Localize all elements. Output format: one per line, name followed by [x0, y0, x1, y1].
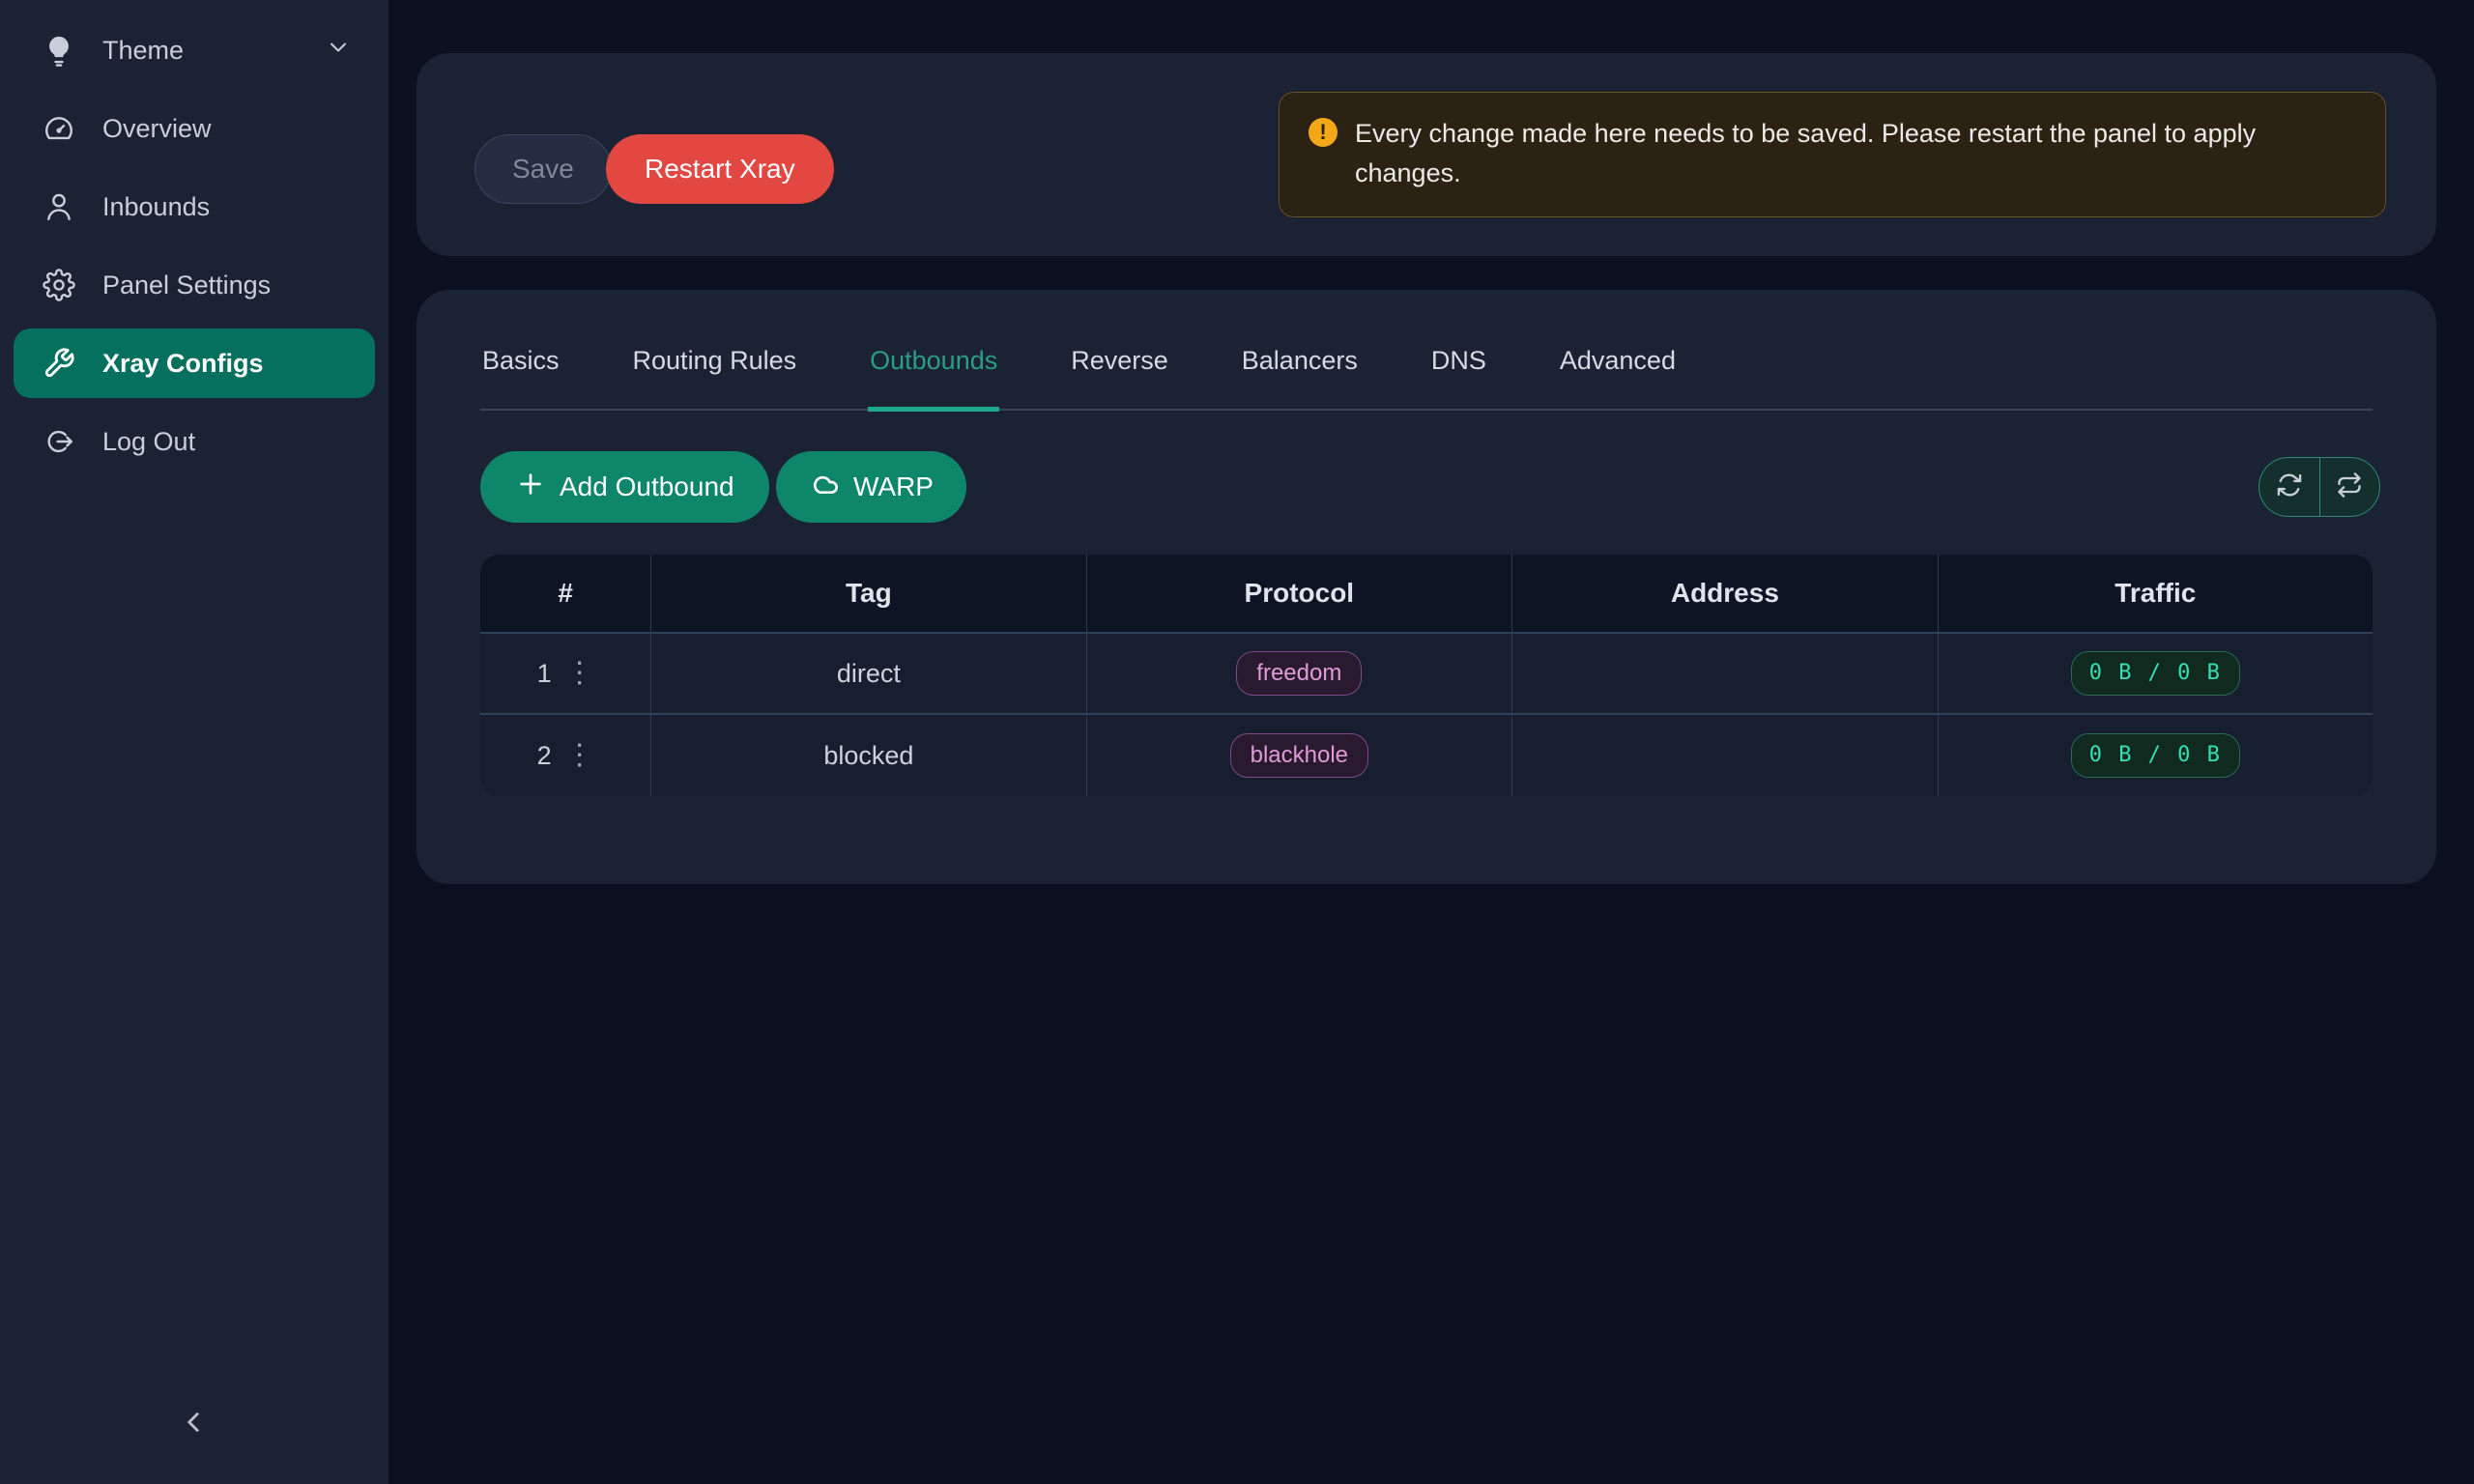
theme-selector[interactable]: Theme: [14, 15, 375, 85]
outbounds-table: # Tag Protocol Address Traffic 1 ⋮: [480, 555, 2373, 796]
row-tag: direct: [650, 634, 1086, 715]
config-tabs: Basics Routing Rules Outbounds Reverse B…: [480, 290, 2373, 412]
save-button[interactable]: Save: [475, 134, 612, 204]
logout-icon: [43, 425, 75, 458]
col-tag: Tag: [650, 555, 1086, 634]
theme-label: Theme: [102, 35, 185, 65]
row-menu-icon[interactable]: ⋮: [564, 657, 594, 689]
tab-advanced[interactable]: Advanced: [1559, 346, 1676, 375]
restart-xray-button[interactable]: Restart Xray: [606, 134, 834, 204]
tab-routing-rules[interactable]: Routing Rules: [632, 346, 797, 375]
sidebar: Theme Overview Inbounds Panel Settings: [0, 0, 388, 1484]
gear-icon: [43, 269, 75, 301]
cloud-icon: [809, 469, 840, 506]
add-outbound-label: Add Outbound: [560, 471, 734, 501]
row-index: 1: [536, 658, 552, 688]
wrench-icon: [43, 347, 75, 380]
table-header: # Tag Protocol Address Traffic: [480, 555, 2373, 634]
col-address: Address: [1511, 555, 1938, 634]
sidebar-item-panel-settings[interactable]: Panel Settings: [14, 250, 375, 320]
warp-label: WARP: [853, 471, 934, 501]
main-content: Save Restart Xray ! Every change made he…: [388, 0, 2474, 1484]
lightbulb-icon: [43, 34, 75, 67]
repeat-icon: [2336, 471, 2363, 503]
table-row: 1 ⋮ direct freedom 0 B / 0 B: [480, 634, 2373, 715]
sidebar-item-log-out[interactable]: Log Out: [14, 407, 375, 476]
traffic-badge: 0 B / 0 B: [2070, 650, 2240, 697]
row-address: [1511, 715, 1938, 796]
sidebar-nav: Theme Overview Inbounds Panel Settings: [0, 0, 388, 476]
outbounds-action-row: Add Outbound WARP: [480, 451, 2380, 523]
tab-reverse[interactable]: Reverse: [1071, 346, 1168, 375]
repeat-button[interactable]: [2318, 458, 2380, 516]
sidebar-item-label: Overview: [102, 113, 212, 143]
warp-button[interactable]: WARP: [776, 451, 966, 523]
sidebar-item-label: Xray Configs: [102, 348, 264, 378]
sidebar-item-label: Panel Settings: [102, 270, 272, 300]
xray-config-card: Basics Routing Rules Outbounds Reverse B…: [417, 290, 2436, 884]
col-traffic: Traffic: [1937, 555, 2373, 634]
sidebar-item-label: Inbounds: [102, 191, 211, 221]
tab-outbounds[interactable]: Outbounds: [868, 346, 1000, 412]
row-menu-icon[interactable]: ⋮: [564, 739, 594, 771]
tab-dns[interactable]: DNS: [1430, 346, 1486, 375]
chevron-left-icon: [177, 1406, 210, 1443]
row-tag: blocked: [650, 715, 1086, 796]
warning-icon: !: [1309, 118, 1338, 147]
user-icon: [43, 190, 75, 223]
row-index: 2: [536, 740, 552, 770]
refresh-button-group: [2258, 457, 2380, 517]
sidebar-footer: [0, 1401, 388, 1484]
col-protocol: Protocol: [1085, 555, 1512, 634]
tab-balancers[interactable]: Balancers: [1241, 346, 1358, 375]
sidebar-item-inbounds[interactable]: Inbounds: [14, 172, 375, 242]
table-row: 2 ⋮ blocked blackhole 0 B / 0 B: [480, 715, 2373, 796]
tab-basics[interactable]: Basics: [482, 346, 560, 375]
sidebar-collapse-button[interactable]: [170, 1401, 216, 1447]
warning-alert: ! Every change made here needs to be sav…: [1279, 92, 2386, 217]
row-address: [1511, 634, 1938, 715]
protocol-badge: blackhole: [1229, 732, 1369, 779]
traffic-badge: 0 B / 0 B: [2070, 732, 2240, 779]
warning-alert-text: Every change made here needs to be saved…: [1355, 119, 2257, 187]
sidebar-item-xray-configs[interactable]: Xray Configs: [14, 328, 375, 398]
refresh-icon: [2276, 471, 2303, 503]
col-index: #: [480, 555, 651, 634]
gauge-icon: [43, 112, 75, 145]
toolbar-card: Save Restart Xray ! Every change made he…: [417, 53, 2436, 256]
sidebar-item-label: Log Out: [102, 426, 196, 456]
sidebar-item-overview[interactable]: Overview: [14, 94, 375, 163]
add-outbound-button[interactable]: Add Outbound: [480, 451, 769, 523]
refresh-button[interactable]: [2259, 458, 2319, 516]
plus-icon: [515, 469, 546, 506]
chevron-down-icon: [325, 34, 352, 68]
protocol-badge: freedom: [1236, 650, 1363, 697]
